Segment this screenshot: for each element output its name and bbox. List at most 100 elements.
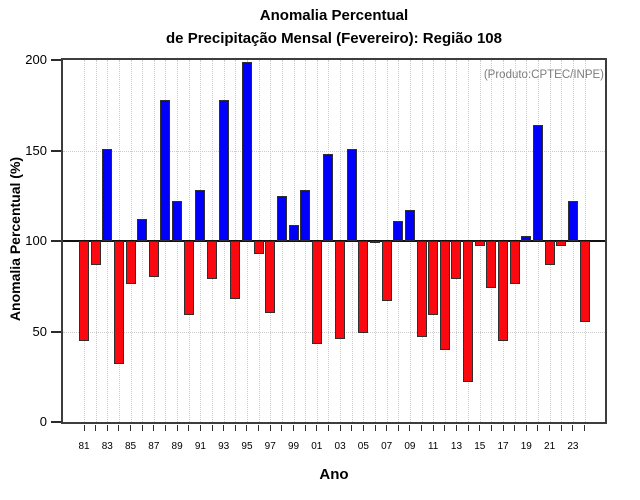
x-tick-label: 85	[124, 441, 137, 452]
bar	[172, 201, 183, 241]
x-tick	[130, 425, 132, 431]
bar	[404, 210, 415, 241]
x-tick	[141, 425, 143, 431]
x-tick	[479, 425, 481, 431]
x-tick	[269, 425, 271, 431]
x-tick	[339, 425, 341, 431]
x-tick-label: 93	[218, 441, 230, 452]
bar	[113, 241, 124, 365]
x-tick-label: 99	[287, 441, 300, 452]
x-tick	[549, 425, 551, 431]
bar	[532, 125, 543, 241]
bar	[509, 241, 520, 285]
bar	[300, 190, 311, 241]
x-tick-label: 17	[497, 441, 509, 452]
x-tick	[525, 425, 527, 431]
x-tick-label: 11	[427, 441, 439, 452]
bar	[160, 99, 171, 241]
y-tick-label: 200	[25, 52, 47, 67]
x-tick	[327, 425, 329, 431]
bar	[335, 241, 346, 339]
x-tick	[572, 425, 574, 431]
y-tick	[51, 240, 61, 242]
x-tick-label: 15	[474, 441, 486, 452]
y-tick	[51, 421, 61, 423]
bar	[183, 241, 194, 316]
x-tick	[386, 425, 388, 431]
y-tick-label: 100	[25, 233, 47, 248]
bar	[148, 241, 159, 278]
y-tick-label: 50	[32, 323, 47, 339]
x-tick	[432, 425, 434, 431]
x-tick	[106, 425, 108, 431]
x-tick	[502, 425, 504, 431]
x-tick	[514, 425, 516, 431]
x-tick	[153, 425, 155, 431]
horizontal-gridline	[63, 331, 605, 333]
bar	[90, 241, 101, 265]
x-tick-label: 19	[520, 441, 532, 452]
x-tick-label: 23	[567, 441, 579, 452]
y-tick	[51, 149, 61, 152]
x-tick	[293, 425, 295, 431]
producer-annotation: (Produto:CPTEC/INPE)	[483, 69, 604, 81]
bar	[370, 241, 380, 243]
x-tick	[316, 425, 318, 431]
bar	[567, 201, 578, 241]
x-tick	[246, 425, 248, 431]
horizontal-gridline	[63, 150, 605, 152]
chart-title-line2: de Precipitação Mensal (Fevereiro): Regi…	[166, 30, 502, 47]
x-tick	[444, 425, 446, 431]
bar	[556, 241, 567, 247]
x-tick	[304, 425, 306, 431]
x-tick	[211, 425, 213, 431]
bar	[381, 241, 392, 301]
x-tick-label: 95	[241, 441, 253, 452]
x-tick-label: 05	[357, 441, 369, 452]
x-tick	[95, 425, 97, 431]
bar	[288, 224, 299, 241]
bar	[428, 241, 439, 316]
bar	[451, 241, 462, 279]
x-tick	[118, 425, 120, 431]
bar	[79, 241, 89, 341]
x-tick	[374, 425, 376, 431]
x-tick	[281, 425, 283, 431]
bar	[218, 99, 229, 241]
baseline-100	[63, 240, 605, 242]
x-tick	[560, 425, 562, 431]
x-tick	[490, 425, 492, 431]
bar	[195, 190, 206, 241]
x-tick	[176, 425, 178, 431]
bar	[579, 241, 590, 323]
bar	[137, 219, 148, 241]
bar	[439, 241, 450, 350]
bar	[207, 241, 218, 279]
x-tick	[455, 425, 457, 431]
x-tick	[351, 425, 353, 431]
x-tick	[199, 425, 201, 431]
x-tick-label: 83	[101, 441, 113, 452]
x-tick	[537, 425, 539, 431]
chart-title: Anomalia Percentual de Precipitação Mens…	[61, 4, 607, 50]
bar	[358, 241, 369, 334]
x-tick-label: 91	[194, 441, 206, 452]
x-tick	[397, 425, 399, 431]
x-tick	[584, 425, 586, 431]
bar	[393, 221, 404, 241]
bar	[544, 241, 555, 265]
x-tick	[223, 425, 225, 431]
x-tick-label: 01	[311, 441, 323, 452]
bar	[486, 241, 497, 289]
bar	[265, 241, 276, 314]
x-tick	[83, 425, 85, 431]
x-tick	[164, 425, 166, 431]
bar	[474, 241, 485, 247]
bar	[311, 241, 322, 345]
bar	[276, 195, 287, 241]
x-tick-label: 97	[264, 441, 276, 452]
x-tick-label: 09	[404, 441, 416, 452]
bar	[125, 241, 136, 285]
plot-area	[61, 58, 607, 424]
